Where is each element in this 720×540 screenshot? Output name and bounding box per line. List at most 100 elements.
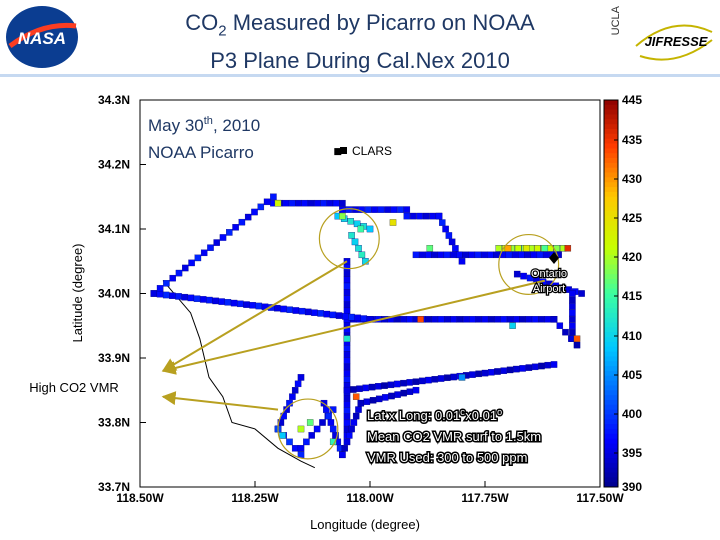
annotation-arrow [161, 279, 546, 375]
track-cell [444, 316, 451, 323]
coastline-line [162, 280, 316, 469]
colorbar-band [604, 293, 618, 299]
track-cell [343, 369, 351, 377]
track-cell [488, 369, 495, 376]
track-cell [291, 445, 299, 452]
track-hotspot [297, 425, 305, 433]
track-hotspot [417, 316, 424, 323]
track-cell [474, 251, 482, 259]
track-cell [500, 367, 508, 374]
track-cell [280, 305, 287, 313]
track-cell [243, 301, 250, 308]
track-cell [351, 238, 359, 246]
colorbar-band [604, 438, 618, 444]
colorbar-band [604, 419, 618, 425]
track-cell [298, 307, 306, 315]
track-cell [295, 199, 302, 207]
track-cell [289, 393, 296, 400]
clars-legend-label: CLARS [352, 144, 392, 158]
track-cell [381, 382, 388, 389]
track-cell [542, 251, 550, 259]
track-cell [573, 341, 581, 349]
track-cell [156, 285, 164, 292]
track-cell [232, 224, 239, 231]
track-cell [343, 345, 351, 352]
colorbar-band [604, 322, 618, 328]
colorbar-band [604, 308, 618, 314]
track-cell [406, 379, 413, 386]
track-cell [435, 212, 443, 220]
colorbar-band [604, 453, 618, 459]
colorbar-band [604, 182, 618, 188]
track-cell [343, 276, 351, 284]
track-cell [387, 381, 395, 389]
track-cell [320, 199, 327, 207]
track-cell [218, 298, 225, 305]
track-cell [286, 438, 293, 446]
highlight-circles [277, 208, 560, 460]
colorbar-band [604, 404, 618, 410]
colorbar-band [604, 424, 618, 430]
colorbar-band [604, 390, 618, 396]
y-tick-label: 34.0N [98, 287, 130, 301]
track-cell [343, 413, 351, 420]
track-cell [343, 357, 351, 365]
flight-track [150, 193, 585, 459]
track-cell [462, 316, 470, 323]
colorbar-band [604, 448, 618, 454]
track-cell [317, 310, 324, 317]
track-cell [505, 251, 513, 259]
colorbar-band [604, 409, 618, 415]
track-cell [226, 229, 233, 236]
track-cell [304, 308, 312, 316]
track-cell [297, 374, 305, 381]
track-cell [238, 218, 246, 226]
highlight-circle [277, 398, 339, 460]
colorbar-band [604, 172, 618, 178]
track-cell [355, 245, 362, 252]
y-tick-label: 34.2N [98, 158, 130, 172]
track-cell [444, 374, 451, 381]
track-cell [308, 432, 315, 439]
colorbar-tick-label: 400 [622, 407, 642, 421]
track-cell [199, 296, 207, 303]
track-cell [200, 249, 208, 257]
colorbar-tick-label: 445 [622, 93, 642, 107]
title-line-1: CO2 Measured by Picarro on NOAA [185, 10, 535, 40]
track-cell [169, 292, 176, 299]
track-cell [481, 316, 489, 323]
colorbar-band [604, 428, 618, 435]
track-cell [439, 219, 446, 226]
track-cell [569, 296, 576, 304]
track-cell [350, 419, 358, 426]
colorbar-tick-label: 430 [622, 172, 642, 186]
track-cell [409, 212, 417, 220]
colorbar-band [604, 211, 618, 217]
colorbar-band [604, 472, 618, 478]
track-cell [358, 251, 366, 259]
colorbar-band [604, 278, 618, 285]
track-cell [487, 251, 494, 259]
track-cell [431, 316, 439, 323]
track-cell [274, 304, 281, 312]
track-cell [307, 199, 315, 207]
track-cell [224, 299, 232, 306]
track-cell [462, 251, 469, 259]
track-cell [565, 286, 572, 293]
track-cell [511, 251, 519, 259]
track-cell [325, 412, 332, 420]
track-cell [339, 451, 346, 459]
colorbar-band [604, 162, 618, 169]
colorbar-band [604, 346, 618, 352]
track-cell [562, 328, 569, 336]
track-cell [363, 398, 371, 405]
track-cell [188, 259, 195, 267]
track-cell [348, 232, 355, 239]
track-cell [244, 213, 252, 221]
track-cell [369, 397, 377, 404]
track-cell [530, 251, 538, 259]
colorbar-band [604, 366, 618, 372]
track-cell [431, 376, 439, 383]
track-cell [469, 371, 476, 378]
colorbar-band [604, 303, 618, 309]
